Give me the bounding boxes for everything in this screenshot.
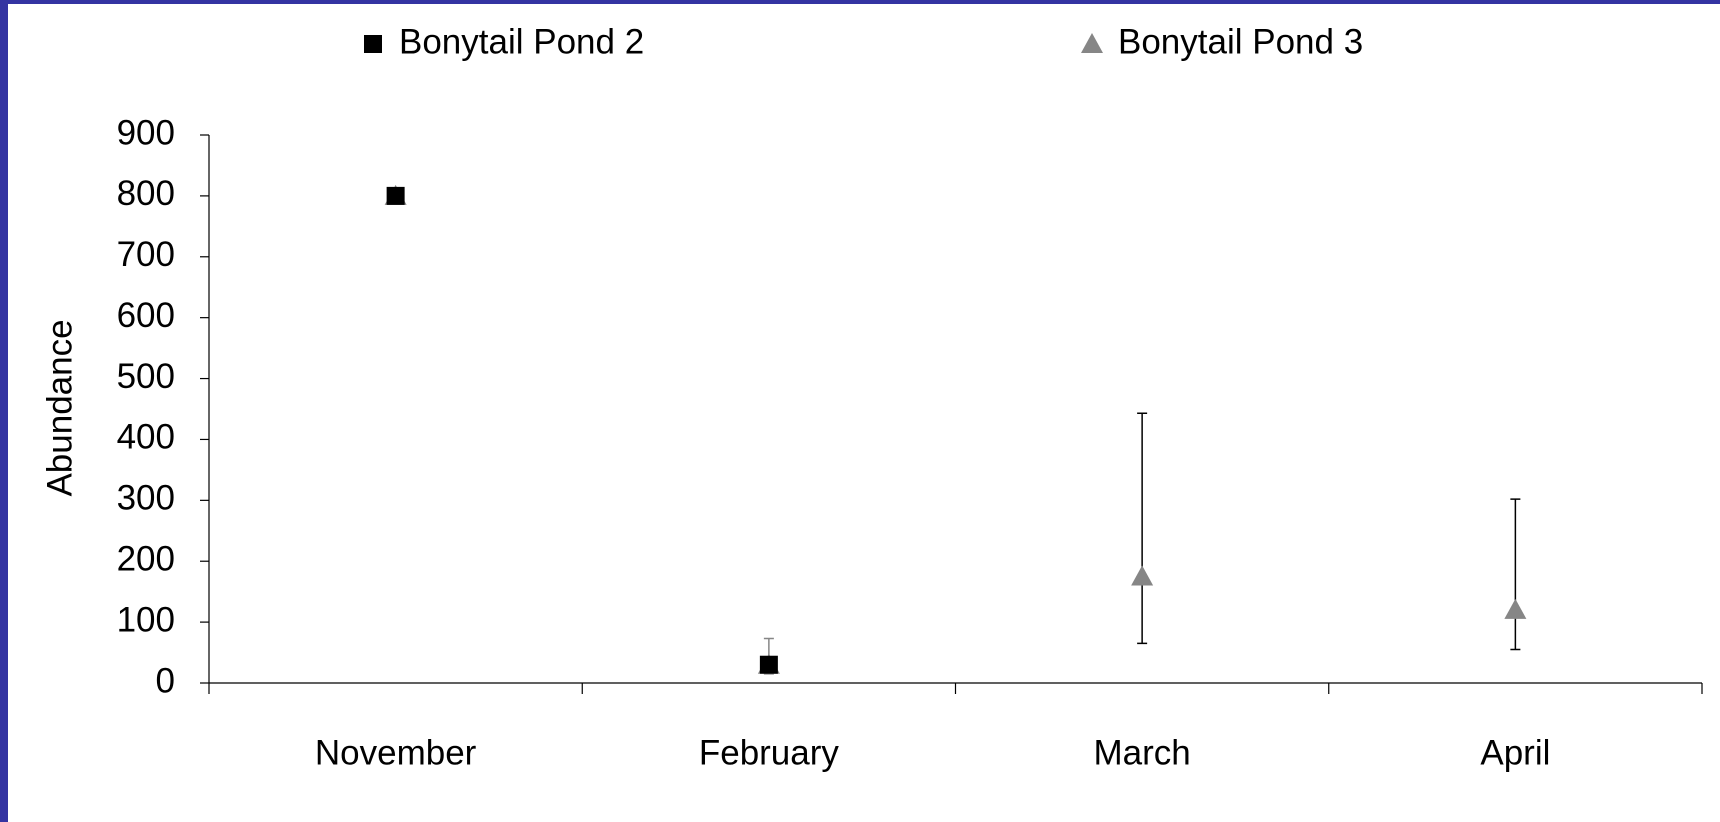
y-tick-label: 900 [117,113,175,152]
y-tick-label: 100 [117,600,175,639]
marker [1131,565,1154,586]
x-tick-label: February [699,733,840,772]
error-bar [1137,412,1148,645]
marker [1081,33,1103,53]
y-tick-label: 400 [117,418,175,457]
x-tick-label: April [1480,733,1550,772]
background [8,4,1720,822]
y-tick-label: 800 [117,174,175,213]
y-tick-label: 300 [117,479,175,518]
x-tick-label: March [1094,733,1191,772]
marker [759,655,778,674]
marker [386,186,405,205]
marker [364,35,382,53]
error-bar [1510,498,1521,651]
y-axis-label: Abundance [40,319,79,496]
y-tick-label: 700 [117,235,175,274]
y-tick-label: 0 [156,661,175,700]
x-tick-label: November [315,733,477,772]
y-tick-label: 600 [117,296,175,335]
legend-label: Bonytail Pond 2 [399,22,644,61]
legend-label: Bonytail Pond 3 [1118,22,1363,61]
y-tick-label: 200 [117,539,175,578]
y-tick-label: 500 [117,357,175,396]
marker [1504,598,1527,619]
